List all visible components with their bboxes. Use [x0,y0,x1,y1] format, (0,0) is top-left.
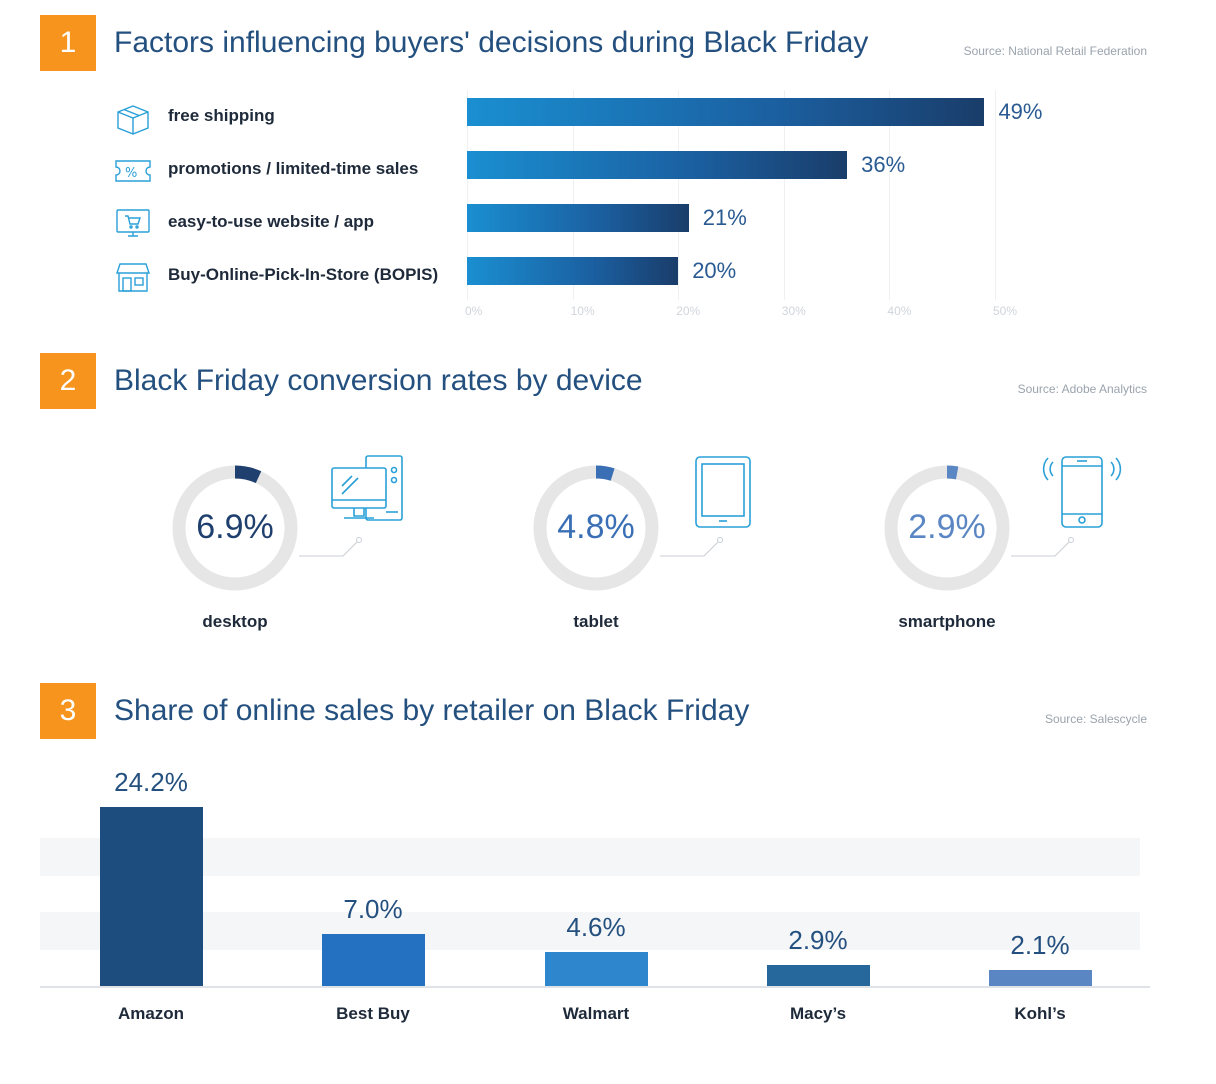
retailer-name: Best Buy [336,1004,410,1023]
retailer-value-label: 2.9% [788,924,848,955]
section-number-badge: 2 [40,353,96,409]
desktop-computer-icon [330,454,410,539]
factor-row: % promotions / limited-time sales 36% [0,151,1216,191]
connector-line [299,541,358,557]
donut-arc-tablet [595,465,615,481]
connector-line [1011,541,1070,557]
section-devices: 2 Black Friday conversion rates by devic… [40,353,1216,640]
device-smartphone: 2.9% smartphone [884,456,1216,640]
source-note: Source: National Retail Federation [963,44,1147,58]
grid-line [467,90,468,300]
retailer-name: Amazon [117,1004,185,1023]
retailer-bar [989,970,1092,986]
section-title: Share of online sales by retailer on Bla… [114,694,750,727]
device-desktop: 6.9% desktop [172,455,532,640]
factor-row: easy-to-use website / app 21% [0,204,1216,244]
connector-line [660,541,719,557]
baseline [40,986,1150,988]
x-tick-label: 10% [570,304,595,318]
factor-label: free shipping [168,106,275,125]
donut-ring [533,465,723,591]
grid-line [678,90,680,300]
connector-dot [356,537,362,543]
retailer-name: Walmart [562,1004,630,1023]
x-tick-label: 50% [993,304,1018,318]
retailer-bar [545,951,648,986]
x-tick-label: 40% [887,304,912,318]
section-number-badge: 3 [40,683,96,739]
background-band [40,912,1140,950]
grid-line [889,90,891,300]
factor-value-label: 36% [861,152,906,177]
retailer-name: Kohl’s [1014,1004,1066,1023]
connector-dot [1068,537,1074,543]
coupon-icon: % [112,153,154,189]
x-tick-label: 0% [465,304,483,318]
smartphone-icon [1042,454,1122,535]
retailer-value-label: 7.0% [343,894,403,925]
retailer-value-label: 2.1% [1010,930,1070,961]
device-label: tablet [573,612,619,631]
factor-value-label: 21% [702,205,747,230]
x-tick-label: 20% [676,304,701,318]
factor-bar [467,257,679,285]
donut-ring [172,465,362,591]
factor-bar [467,98,985,126]
x-tick-label: 30% [781,304,806,318]
conversion-rate-value: 4.8% [557,508,635,546]
conversion-rate-value: 6.9% [196,508,274,546]
factor-value-label: 49% [998,99,1043,124]
retailer-bar [767,964,870,986]
box-icon [112,100,154,136]
section-title: Black Friday conversion rates by device [114,364,643,397]
retailer-name: Macy’s [789,1004,847,1023]
section-title: Factors influencing buyers' decisions du… [114,26,869,59]
factor-bar [467,204,689,232]
donut-ring [884,465,1074,591]
factor-row: free shipping 49% [0,98,1216,138]
shopping-cart-monitor-icon [112,206,154,242]
device-label: smartphone [898,612,996,631]
background-band [40,838,1140,876]
donut-arc-desktop [234,465,262,484]
device-tablet: 4.8% tablet [533,456,893,640]
retailer-value-label: 4.6% [566,911,626,942]
retailer-value-label: 24.2% [114,767,188,797]
retailer-bar [100,807,203,986]
storefront-icon [112,259,154,295]
source-note: Source: Adobe Analytics [1017,382,1147,396]
factor-label: promotions / limited-time sales [168,159,419,178]
donut-arc-smartphone [946,465,959,480]
svg-text:%: % [125,166,137,181]
retailer-bar [322,934,425,986]
factor-value-label: 20% [692,258,737,283]
section-number-badge: 1 [40,15,96,71]
grid-line [572,90,574,300]
tablet-icon [693,454,753,535]
factor-label: Buy-Online-Pick-In-Store (BOPIS) [168,265,439,284]
section-factors: 1 Factors influencing buyers' decisions … [0,0,1216,340]
grid-line [783,90,785,300]
conversion-rate-value: 2.9% [908,508,986,546]
grid-line [995,90,996,300]
source-note: Source: Salescycle [1044,712,1147,726]
device-label: desktop [202,612,268,631]
factor-bar [467,151,848,179]
factor-label: easy-to-use website / app [168,212,374,231]
connector-dot [717,537,723,543]
factor-row: Buy-Online-Pick-In-Store (BOPIS) 20% [0,257,1216,297]
